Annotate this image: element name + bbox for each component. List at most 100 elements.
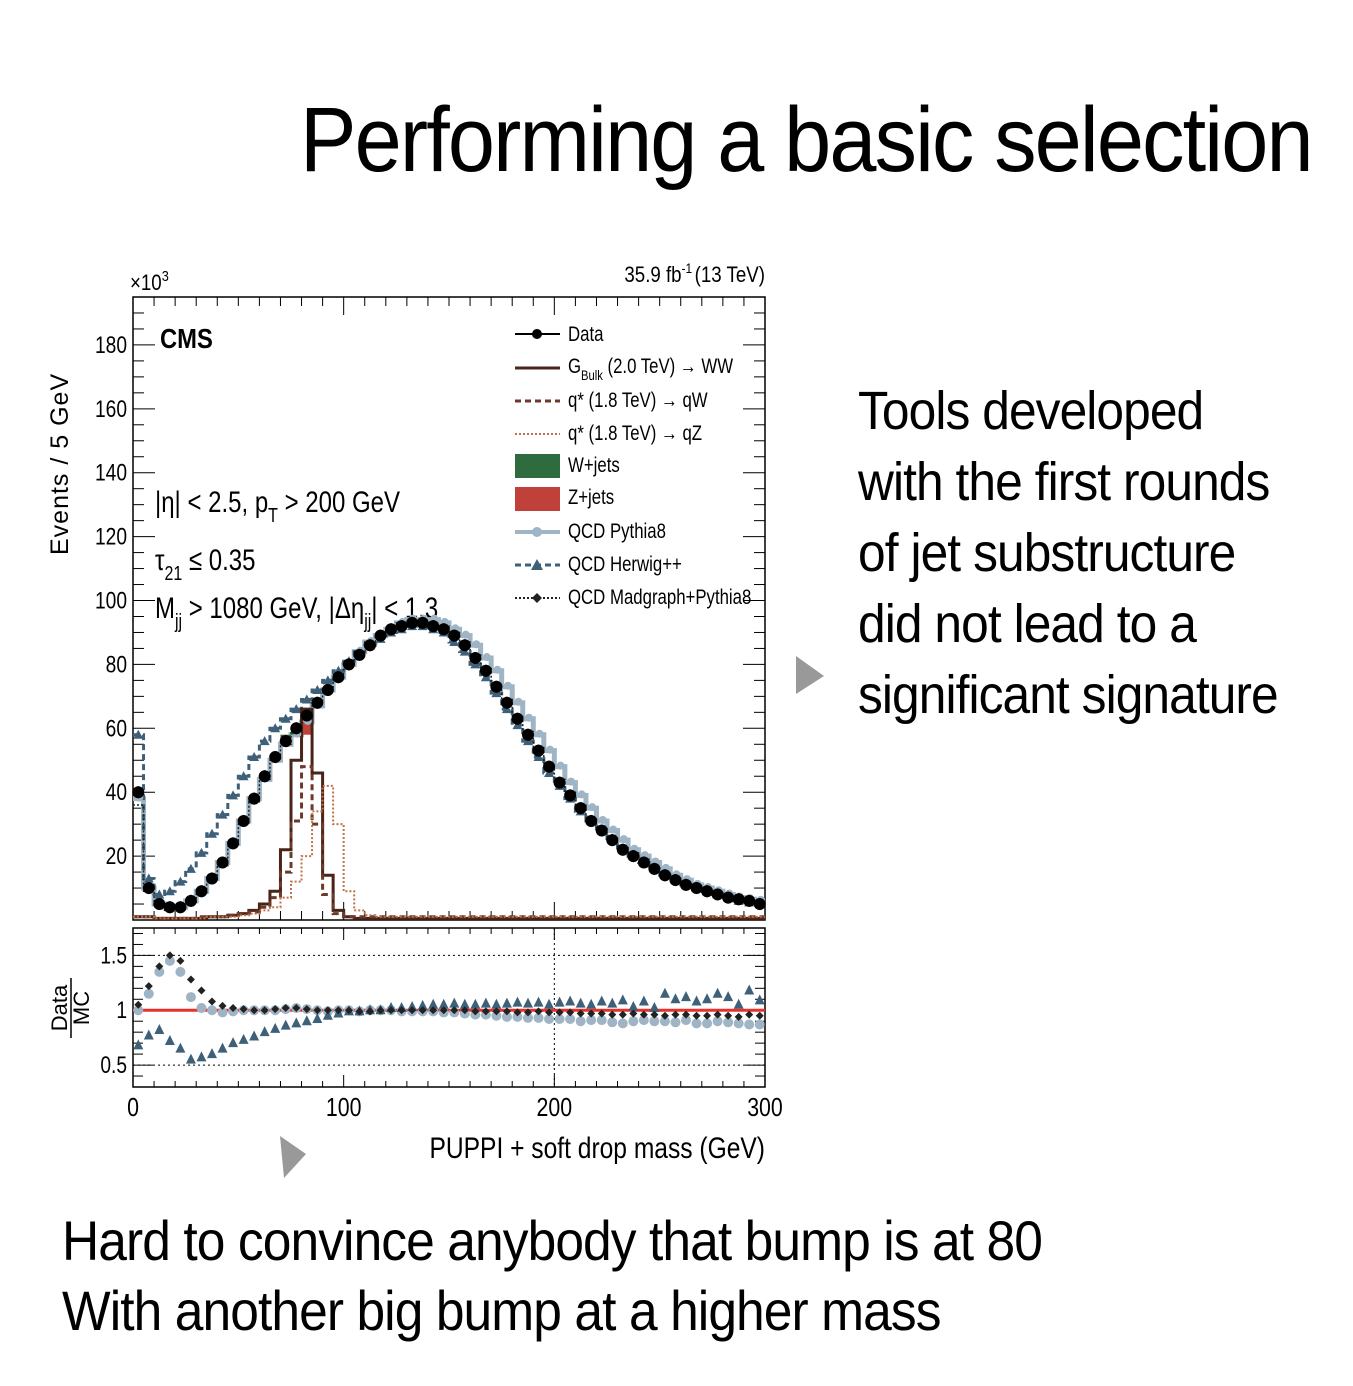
data-point bbox=[311, 696, 324, 709]
y-tick-label: 100 bbox=[95, 586, 127, 614]
ratio-point-qcd-herwig bbox=[733, 998, 744, 1009]
legend-item-data: Data bbox=[515, 323, 604, 347]
y-tick-label: 140 bbox=[95, 459, 127, 487]
ratio-point-qcd-herwig bbox=[228, 1037, 239, 1048]
ratio-point-qcd-madgraph bbox=[186, 975, 195, 984]
data-point bbox=[374, 629, 387, 642]
x-tick-label: 100 bbox=[326, 1093, 362, 1123]
point-qcd-herwig bbox=[185, 863, 196, 873]
ratio-point-qcd-herwig bbox=[470, 998, 481, 1009]
point-qcd-pythia8 bbox=[482, 653, 491, 662]
ratio-point-qcd-herwig bbox=[628, 1000, 639, 1011]
data-point bbox=[269, 751, 282, 764]
point-qcd-herwig bbox=[133, 729, 144, 739]
y-multiplier: ×103 bbox=[130, 267, 169, 295]
ratio-point-qcd-pythia8 bbox=[491, 1010, 502, 1021]
ratio-point-qcd-herwig bbox=[523, 997, 533, 1008]
ratio-point-qcd-madgraph bbox=[492, 1007, 501, 1016]
ratio-point-qcd-madgraph bbox=[608, 1010, 617, 1019]
data-point bbox=[669, 874, 682, 887]
ratio-point-qcd-pythia8 bbox=[501, 1011, 512, 1022]
ratio-point-qcd-herwig bbox=[164, 1034, 175, 1045]
data-point bbox=[437, 623, 450, 636]
ratio-point-qcd-herwig bbox=[754, 994, 765, 1005]
ratio-point-qcd-madgraph bbox=[534, 1007, 543, 1016]
slide-title: Performing a basic selection bbox=[300, 89, 1314, 191]
point-qcd-pythia8 bbox=[472, 640, 481, 649]
point-qcd-herwig bbox=[270, 723, 281, 733]
y-tick-label: 120 bbox=[95, 523, 127, 551]
ratio-point-qcd-herwig bbox=[459, 998, 470, 1009]
data-point bbox=[532, 744, 545, 757]
point-qcd-pythia8 bbox=[567, 777, 576, 786]
bar-zjets bbox=[301, 721, 313, 735]
data-point bbox=[595, 824, 608, 837]
ratio-point-qcd-madgraph bbox=[671, 1010, 680, 1019]
ratio-point-qcd-pythia8 bbox=[638, 1015, 649, 1026]
data-point bbox=[163, 901, 176, 914]
data-point bbox=[427, 620, 440, 633]
ratio-point-qcd-madgraph bbox=[260, 1006, 269, 1015]
data-point bbox=[174, 901, 187, 914]
ratio-point-qcd-madgraph bbox=[239, 1005, 248, 1014]
y-tick-label: 160 bbox=[95, 395, 127, 423]
data-point bbox=[132, 786, 145, 799]
data-point bbox=[680, 878, 692, 891]
ratio-point-qcd-pythia8 bbox=[681, 1015, 691, 1026]
data-point bbox=[321, 683, 334, 696]
ratio-point-qcd-pythia8 bbox=[196, 1003, 207, 1014]
point-qcd-pythia8 bbox=[619, 835, 628, 844]
ratio-point-qcd-herwig bbox=[291, 1017, 302, 1028]
svg-text:GBulk (2.0 TeV) → WW: GBulk (2.0 TeV) → WW bbox=[568, 355, 733, 383]
ratio-point-qcd-pythia8 bbox=[143, 988, 154, 999]
ratio-y-tick-label: 1.5 bbox=[100, 941, 127, 969]
experiment-label: CMS bbox=[160, 322, 213, 354]
point-qcd-pythia8 bbox=[588, 803, 597, 812]
arrow-right-icon bbox=[796, 656, 824, 694]
ratio-point-qcd-madgraph bbox=[366, 1007, 374, 1016]
point-qcd-pythia8 bbox=[461, 630, 470, 639]
data-point bbox=[711, 888, 724, 901]
ratio-point-qcd-pythia8 bbox=[185, 992, 196, 1003]
point-qcd-pythia8 bbox=[556, 761, 565, 770]
ratio-layer bbox=[133, 951, 765, 1064]
ratio-point-qcd-pythia8 bbox=[723, 1017, 734, 1028]
ratio-point-qcd-pythia8 bbox=[754, 1019, 765, 1030]
ratio-point-qcd-madgraph bbox=[545, 1008, 554, 1017]
ratio-point-qcd-madgraph bbox=[208, 997, 216, 1006]
ratio-point-qcd-pythia8 bbox=[659, 1016, 670, 1027]
point-qcd-pythia8 bbox=[609, 825, 618, 834]
ratio-point-qcd-herwig bbox=[554, 996, 565, 1007]
side-text-line: Tools developed bbox=[858, 381, 1204, 441]
ratio-point-qcd-herwig bbox=[259, 1026, 270, 1037]
ratio-point-qcd-madgraph bbox=[513, 1008, 522, 1017]
ratio-point-qcd-madgraph bbox=[334, 1006, 343, 1015]
ratio-point-qcd-madgraph bbox=[734, 1012, 743, 1021]
series-qcd-herwig-line bbox=[133, 624, 765, 906]
data-point bbox=[616, 843, 629, 856]
point-qcd-pythia8 bbox=[514, 697, 523, 706]
point-qcd-herwig bbox=[312, 684, 323, 694]
ratio-point-qcd-herwig bbox=[575, 997, 586, 1008]
data-point bbox=[701, 885, 714, 898]
ratio-point-qcd-herwig bbox=[586, 998, 597, 1009]
y-axis-label: Events / 5 GeV bbox=[46, 373, 74, 555]
point-qcd-pythia8 bbox=[503, 681, 512, 690]
ratio-point-qcd-pythia8 bbox=[596, 1015, 607, 1026]
ratio-point-qcd-pythia8 bbox=[744, 1019, 755, 1030]
ratio-point-qcd-herwig bbox=[744, 984, 755, 995]
point-qcd-herwig bbox=[143, 873, 154, 883]
side-text-line: significant signature bbox=[858, 665, 1279, 725]
ratio-point-qcd-madgraph bbox=[302, 1005, 311, 1014]
ratio-point-qcd-madgraph bbox=[524, 1008, 532, 1017]
chart: 20 40 60 80 100 120 140 160 180 0.5 1 1.5 0 100 200 30… bbox=[46, 260, 783, 1164]
legend-item-qstar-qz: q* (1.8 TeV) → qZ bbox=[515, 422, 702, 446]
ratio-axis-ticks: 0.5 1 1.5 0 100 200 300 bbox=[100, 928, 783, 1123]
ratio-point-qcd-madgraph bbox=[355, 1007, 364, 1016]
ratio-point-qcd-herwig bbox=[702, 993, 713, 1004]
ratio-point-qcd-madgraph bbox=[429, 1006, 438, 1015]
data-point bbox=[227, 837, 240, 850]
legend-item-qstar-qw: q* (1.8 TeV) → qW bbox=[515, 389, 708, 413]
data-point bbox=[490, 680, 503, 693]
ratio-point-qcd-herwig bbox=[407, 1000, 418, 1011]
